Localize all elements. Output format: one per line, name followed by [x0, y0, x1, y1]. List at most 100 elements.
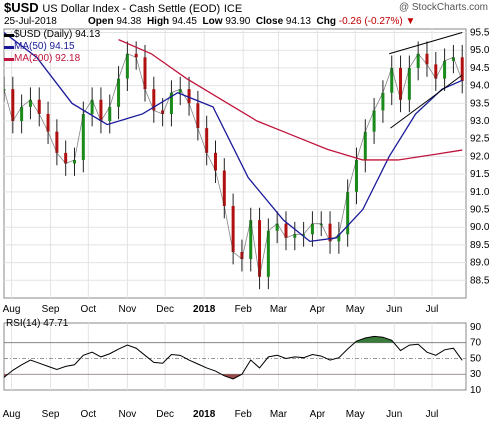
chg-value: -0.26 (-0.27%): [338, 16, 403, 27]
price-candle: [416, 53, 420, 68]
price-y-tick-label: 89.0: [470, 258, 490, 269]
price-candle: [302, 234, 306, 236]
ohlc-readout: Open 94.38 High 94.45 Low 93.90 Close 94…: [88, 16, 415, 27]
rsi-y-tick-label: 50: [470, 353, 482, 364]
price-candle: [328, 223, 332, 242]
price-x-tick-label: Jun: [386, 304, 402, 315]
price-x-tick-label: Apr: [310, 304, 326, 315]
ma200-line: [118, 39, 463, 161]
legend-ma200-label: MA(200) 92.18: [14, 53, 81, 64]
price-candle: [152, 89, 156, 111]
legend-ma50-label: MA(50) 94.15: [14, 41, 75, 52]
rsi-label: RSI(14) 47.71: [6, 318, 69, 329]
price-candle: [399, 67, 403, 100]
index-name: US Dollar Index - Cash Settle (EOD): [42, 3, 221, 15]
price-x-tick-label: Sep: [42, 304, 60, 315]
price-candle: [346, 191, 350, 235]
price-x-tick-label: Nov: [118, 304, 136, 315]
rsi-y-tick-label: 90: [470, 322, 482, 333]
price-candle: [284, 223, 288, 238]
rsi-y-tick-label: 10: [470, 385, 482, 396]
watermark: @ StockCharts.com: [398, 2, 488, 13]
price-candle: [205, 128, 209, 153]
rsi-x-tick-label: Feb: [235, 409, 253, 420]
legend-ma200: ▬MA(200) 92.18: [4, 53, 80, 64]
price-candle: [363, 131, 367, 160]
price-y-tick-label: 94.5: [470, 63, 490, 74]
rsi-panel-frame: [3, 322, 467, 391]
ma50-line: [4, 32, 463, 243]
price-candle: [20, 106, 24, 122]
price-x-tick-label: Dec: [156, 304, 174, 315]
price-candle: [310, 223, 314, 235]
legend-price-label: $USD (Daily) 94.13: [14, 29, 101, 40]
price-candle: [354, 159, 358, 192]
price-candle: [99, 99, 103, 122]
price-candle: [337, 234, 341, 242]
rsi-x-tick-label: May: [346, 409, 365, 420]
rsi-x-tick-label: Jun: [386, 409, 402, 420]
price-plot: [4, 32, 464, 290]
rsi-x-tick-label: Mar: [270, 409, 288, 420]
price-candle: [187, 89, 191, 104]
price-y-tick-label: 91.0: [470, 187, 490, 198]
price-x-tick-label: Aug: [3, 304, 21, 315]
rsi-x-tick-label: 2018: [193, 409, 216, 420]
trendline-lower: [390, 74, 463, 129]
price-candle: [11, 89, 15, 122]
rsi-y-tick-label: 30: [470, 369, 482, 380]
price-y-tick-label: 88.5: [470, 275, 490, 286]
price-y-tick-label: 90.5: [470, 205, 490, 216]
price-y-tick-label: 91.5: [470, 169, 490, 180]
price-y-tick-label: 93.0: [470, 116, 490, 127]
rsi-x-tick-label: Nov: [118, 409, 136, 420]
price-candle: [64, 152, 68, 164]
rsi-x-tick-label: Aug: [3, 409, 21, 420]
legend-price-swatch: ▬: [4, 29, 14, 40]
price-y-tick-label: 95.5: [470, 28, 490, 39]
symbol: $USD: [4, 0, 39, 15]
price-candle: [143, 57, 147, 90]
price-y-tick-label: 94.0: [470, 81, 490, 92]
open-label: Open: [88, 16, 114, 27]
price-candle: [443, 60, 447, 79]
legend-price: ▬$USD (Daily) 94.13: [4, 29, 100, 40]
price-series-line: [4, 53, 463, 277]
price-candle: [266, 230, 270, 277]
price-candle: [222, 170, 226, 206]
exchange: ICE: [223, 3, 243, 15]
high-label: High: [146, 16, 170, 27]
price-candle: [90, 99, 94, 114]
price-x-tick-label: 2018: [193, 304, 216, 315]
rsi-overbought-fill: [4, 336, 466, 343]
price-x-tick-label: Jul: [426, 304, 439, 315]
rsi-oversold-fill: [4, 374, 466, 379]
price-candle: [460, 57, 464, 82]
down-arrow-icon: ▼: [405, 16, 416, 27]
low-label: Low: [202, 16, 223, 27]
rsi-x-tick-label: Jul: [426, 409, 439, 420]
price-y-tick-label: 93.5: [470, 98, 490, 109]
price-candle: [134, 53, 138, 58]
price-x-tick-label: Mar: [270, 304, 288, 315]
rsi-x-tick-label: Apr: [310, 409, 326, 420]
price-candle: [169, 92, 173, 114]
price-candle: [196, 103, 200, 129]
price-candle: [28, 99, 32, 107]
price-candle: [231, 205, 235, 252]
price-y-tick-label: 89.5: [470, 240, 490, 251]
low-value: 93.90: [225, 16, 251, 27]
rsi-x-tick-label: Dec: [156, 409, 174, 420]
price-x-tick-label: May: [346, 304, 365, 315]
price-candle: [390, 67, 394, 93]
price-y-tick-label: 95.0: [470, 45, 490, 56]
price-candle: [293, 234, 297, 238]
open-value: 94.38: [116, 16, 142, 27]
quote-date: 25-Jul-2018: [4, 16, 57, 27]
price-candle: [108, 106, 112, 122]
close-label: Close: [255, 16, 284, 27]
rsi-y-tick-label: 70: [470, 338, 482, 349]
price-candle: [72, 159, 76, 164]
rsi-series-line: [3, 335, 463, 380]
